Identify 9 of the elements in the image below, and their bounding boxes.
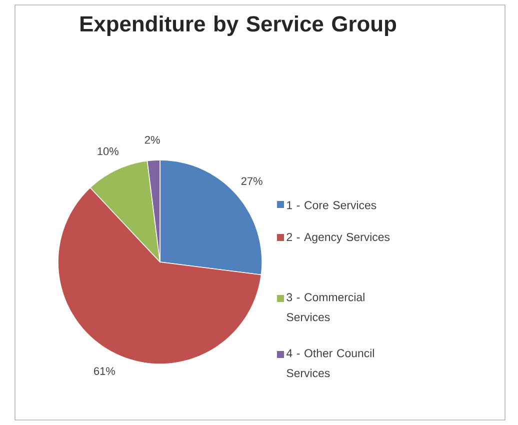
legend-label: 2 - Agency Services — [286, 232, 390, 244]
data-label: 27% — [241, 177, 262, 185]
data-label: 2% — [144, 136, 160, 144]
legend-label: 3 - Commercial Services — [286, 292, 364, 322]
legend-label: 4 - Other Council Services — [286, 348, 374, 378]
data-label: 10% — [98, 147, 118, 156]
legend-label: 1 - Core Services — [287, 200, 376, 210]
data-label: 61% — [94, 367, 115, 375]
chart-title: Expenditure by Service Group — [80, 16, 396, 36]
